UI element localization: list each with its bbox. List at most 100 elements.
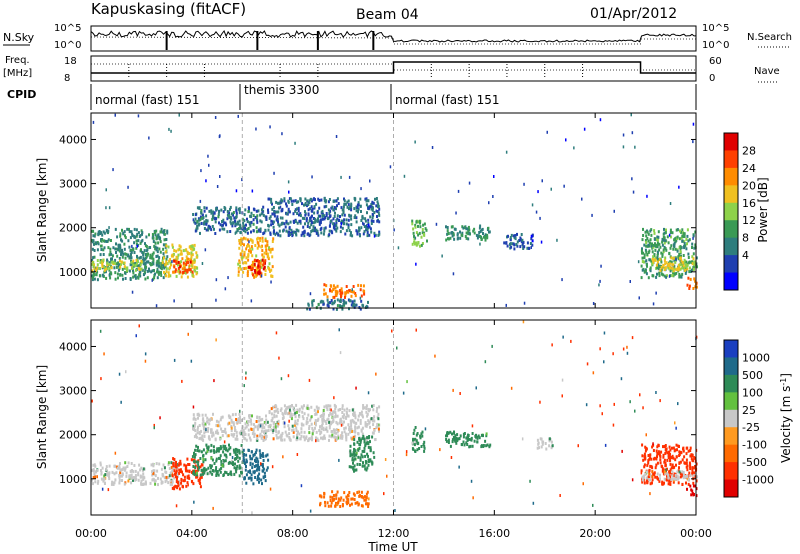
velocity-point <box>153 426 155 430</box>
power-point <box>251 189 254 193</box>
velocity-point <box>186 481 189 485</box>
velocity-point <box>193 455 196 459</box>
power-point <box>656 241 659 245</box>
power-point <box>649 241 651 245</box>
velocity-point <box>170 483 173 487</box>
velocity-point <box>365 492 368 496</box>
velocity-point <box>182 473 185 477</box>
velocity-point <box>641 478 644 482</box>
velocity-point <box>243 453 245 456</box>
power-point <box>92 261 95 265</box>
velocity-colorbar-swatch <box>724 409 738 428</box>
power-point <box>154 231 156 235</box>
velocity-point <box>694 484 697 488</box>
power-ylabel: Slant Range [km] <box>35 158 49 262</box>
velocity-point <box>172 467 175 471</box>
power-point <box>681 234 684 238</box>
power-point <box>371 200 374 204</box>
velocity-point <box>289 438 292 442</box>
power-point <box>654 248 657 252</box>
power-point <box>101 265 104 269</box>
velocity-point <box>258 415 261 419</box>
power-point <box>352 285 355 288</box>
velocity-point <box>323 495 326 499</box>
power-point <box>535 210 538 214</box>
freq-tick-bottom: 8 <box>64 73 70 84</box>
power-colorbar-tick: 16 <box>742 197 756 210</box>
power-point <box>417 220 420 224</box>
velocity-point <box>275 414 278 418</box>
power-point <box>468 231 471 235</box>
power-point <box>158 264 161 268</box>
power-point <box>318 206 321 210</box>
power-point <box>336 204 338 208</box>
power-point <box>676 235 679 239</box>
power-point <box>451 225 454 229</box>
power-point <box>336 226 339 230</box>
velocity-point <box>179 470 182 473</box>
power-point <box>131 244 133 248</box>
power-point <box>189 245 192 249</box>
power-point <box>661 240 664 244</box>
power-point <box>285 204 288 208</box>
velocity-point <box>268 410 271 413</box>
velocity-point <box>261 482 263 486</box>
power-point <box>238 239 241 242</box>
velocity-point <box>300 405 303 409</box>
velocity-point <box>118 464 121 468</box>
power-point <box>238 211 241 215</box>
velocity-point <box>167 481 170 485</box>
power-point <box>305 217 308 221</box>
power-point <box>218 228 221 232</box>
power-point <box>162 252 165 256</box>
power-point <box>191 245 194 249</box>
velocity-point <box>201 418 204 422</box>
power-point <box>466 227 469 231</box>
velocity-point <box>224 444 227 448</box>
power-point <box>186 251 189 255</box>
velocity-point <box>224 427 227 431</box>
power-point <box>327 301 330 305</box>
velocity-point <box>193 451 195 455</box>
velocity-point <box>91 399 93 403</box>
velocity-point <box>291 428 294 432</box>
power-point <box>220 208 223 212</box>
velocity-point <box>226 434 229 438</box>
velocity-point <box>130 473 133 477</box>
velocity-point <box>446 434 449 438</box>
velocity-point <box>350 497 353 501</box>
velocity-point <box>367 442 370 446</box>
velocity-point <box>366 412 369 416</box>
power-point <box>102 248 105 252</box>
power-point <box>108 261 111 265</box>
power-point <box>304 197 307 201</box>
velocity-point <box>457 437 460 441</box>
power-point <box>686 242 688 246</box>
velocity-point <box>677 477 680 481</box>
velocity-point <box>687 482 690 486</box>
velocity-point <box>238 450 241 454</box>
velocity-point <box>335 493 338 497</box>
power-point <box>160 273 163 277</box>
velocity-point <box>415 441 418 445</box>
velocity-point <box>335 431 338 435</box>
velocity-point <box>361 449 364 453</box>
power-point <box>389 165 392 169</box>
power-point <box>110 252 113 256</box>
power-point <box>117 276 119 280</box>
power-point <box>150 262 153 266</box>
power-point <box>245 223 247 227</box>
power-point <box>319 228 322 231</box>
power-point <box>140 267 143 271</box>
velocity-point <box>115 471 118 475</box>
power-point <box>149 253 152 257</box>
power-point <box>124 277 127 280</box>
noise-panel: N.Sky 10^5 10^0 10^5 10^0 N.Search <box>3 23 792 52</box>
power-point <box>315 202 318 206</box>
power-colorbar-swatch <box>724 272 738 291</box>
power-point <box>178 247 181 251</box>
power-point <box>105 188 107 192</box>
velocity-point <box>690 457 693 461</box>
velocity-point <box>326 408 329 412</box>
